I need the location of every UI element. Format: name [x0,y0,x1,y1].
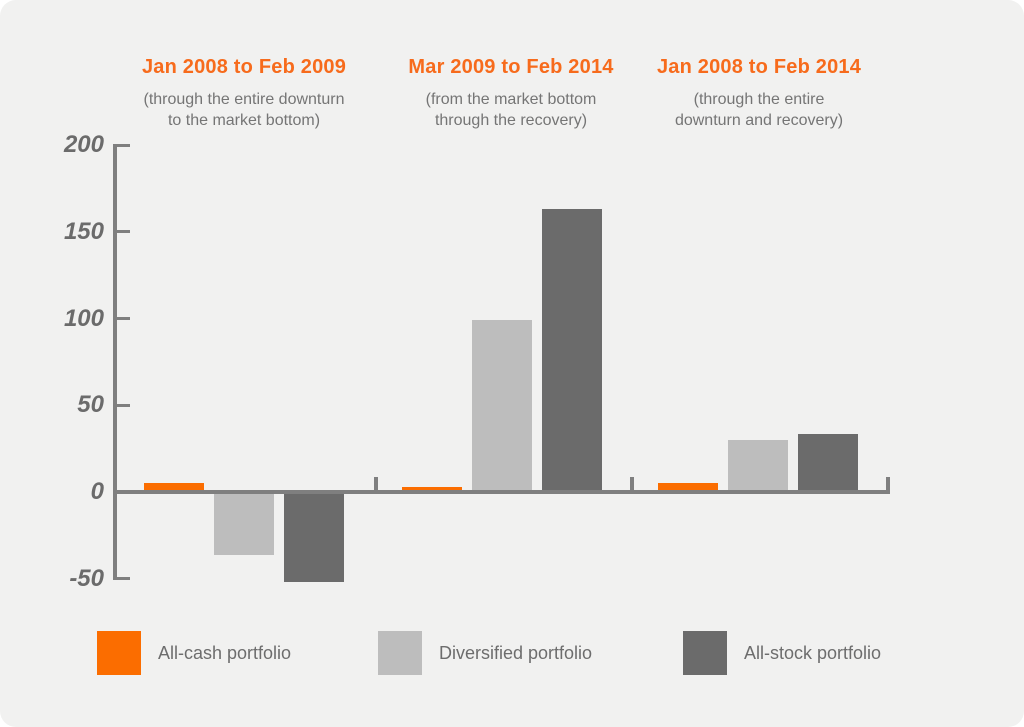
group-subtitle-1: (through the entire downturn to the mark… [143,91,345,129]
legend-swatch-diversified [378,631,422,675]
y-axis-label-0: 0 [90,478,104,505]
x-axis-separator-1 [374,477,378,490]
legend-swatch-all-stock [683,631,727,675]
legend-item-all-cash: All-cash portfolio [97,630,291,676]
legend-item-all-stock: All-stock portfolio [683,630,881,676]
bar-all-cash-portfolio-group1 [144,483,204,490]
group-title-2: Mar 2009 to Feb 2014 [408,56,614,78]
bar-all-stock-portfolio-group3 [798,434,858,490]
legend-label-diversified: Diversified portfolio [439,642,593,663]
legend: All-cash portfolio Diversified portfolio… [0,630,1024,690]
bar-all-cash-portfolio-group3 [658,483,718,490]
group-subtitle-3: (through the entire downturn and recover… [674,91,844,129]
x-axis-separator-3 [886,477,890,490]
bar-diversified-portfolio-group3 [728,439,788,490]
plot-area: 200 150 100 50 0 -50 [0,130,1024,630]
group-header-3: Jan 2008 to Feb 2014 (through the entire… [599,56,919,131]
bar-all-stock-portfolio-group2 [542,208,602,490]
group-title-3: Jan 2008 to Feb 2014 [656,56,862,78]
group-header-2: Mar 2009 to Feb 2014 (from the market bo… [351,56,671,131]
bar-all-stock-portfolio-group1 [284,494,344,583]
group-title-1: Jan 2008 to Feb 2009 [141,56,347,78]
y-axis-tick-100 [117,317,130,320]
bar-diversified-portfolio-group2 [472,319,532,490]
legend-label-all-cash: All-cash portfolio [158,642,292,663]
y-axis-tick-50 [117,403,130,407]
y-axis-label-200: 200 [63,131,104,158]
legend-label-all-stock: All-stock portfolio [744,642,882,663]
y-axis-label-150: 150 [63,217,104,245]
group-header-1: Jan 2008 to Feb 2009 (through the entire… [84,56,404,131]
y-axis-label--50: -50 [69,564,104,592]
y-axis-label-100: 100 [63,304,104,332]
y-axis-tick-150 [117,230,130,234]
bar-all-cash-portfolio-group2 [402,486,462,490]
legend-item-diversified: Diversified portfolio [378,630,592,676]
bar-diversified-portfolio-group1 [214,494,274,555]
y-axis-line [113,143,117,581]
group-headers: Jan 2008 to Feb 2009 (through the entire… [0,0,1024,130]
x-axis-separator-2 [630,477,634,490]
x-axis-baseline [113,490,890,494]
group-subtitle-2: (from the market bottom through the reco… [425,91,597,129]
y-axis-tick-200 [117,143,130,147]
y-axis-label-50: 50 [77,391,104,419]
legend-swatch-all-cash [97,631,141,675]
y-axis-tick--50 [117,577,130,581]
